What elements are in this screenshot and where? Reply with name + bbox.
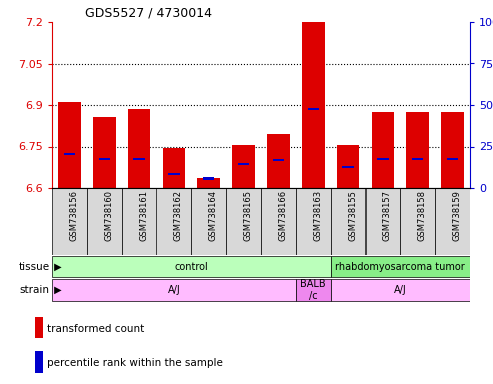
- Bar: [52, 188, 87, 255]
- Bar: [134, 157, 145, 160]
- Text: BALB
/c: BALB /c: [300, 279, 326, 301]
- Bar: [35, 317, 43, 338]
- Text: tissue: tissue: [18, 262, 49, 271]
- Text: GSM738165: GSM738165: [244, 190, 252, 241]
- Text: percentile rank within the sample: percentile rank within the sample: [47, 359, 223, 369]
- Text: GSM738160: GSM738160: [104, 190, 113, 241]
- Bar: [203, 177, 214, 180]
- Text: GSM738155: GSM738155: [348, 190, 357, 241]
- Bar: [168, 172, 179, 175]
- Bar: [441, 112, 464, 188]
- Bar: [99, 157, 110, 160]
- Text: GSM738158: GSM738158: [418, 190, 427, 241]
- Text: A/J: A/J: [168, 285, 180, 295]
- Bar: [337, 145, 359, 188]
- Bar: [435, 188, 470, 255]
- Text: GSM738163: GSM738163: [313, 190, 322, 241]
- Bar: [52, 279, 296, 301]
- Bar: [447, 157, 458, 160]
- Bar: [331, 256, 470, 277]
- Bar: [331, 188, 365, 255]
- Bar: [406, 112, 429, 188]
- Bar: [267, 134, 290, 188]
- Bar: [308, 108, 319, 110]
- Bar: [412, 157, 423, 160]
- Bar: [377, 157, 388, 160]
- Text: GSM738166: GSM738166: [279, 190, 287, 241]
- Bar: [163, 148, 185, 188]
- Text: strain: strain: [20, 285, 49, 295]
- Text: GSM738157: GSM738157: [383, 190, 392, 241]
- Text: GDS5527 / 4730014: GDS5527 / 4730014: [85, 7, 212, 20]
- Bar: [128, 109, 150, 188]
- Bar: [52, 256, 331, 277]
- Bar: [58, 102, 81, 188]
- Bar: [302, 22, 324, 188]
- Bar: [64, 152, 75, 155]
- Bar: [296, 279, 331, 301]
- Bar: [87, 188, 122, 255]
- Bar: [232, 145, 255, 188]
- Bar: [273, 159, 284, 161]
- Text: control: control: [175, 262, 208, 271]
- Text: GSM738162: GSM738162: [174, 190, 183, 241]
- Bar: [238, 162, 249, 165]
- Bar: [296, 188, 331, 255]
- Bar: [331, 279, 470, 301]
- Text: GSM738159: GSM738159: [453, 190, 461, 241]
- Bar: [156, 188, 191, 255]
- Text: transformed count: transformed count: [47, 324, 144, 334]
- Bar: [35, 351, 43, 372]
- Text: GSM738161: GSM738161: [139, 190, 148, 241]
- Bar: [122, 188, 156, 255]
- Text: GSM738156: GSM738156: [70, 190, 78, 241]
- Bar: [197, 178, 220, 188]
- Bar: [400, 188, 435, 255]
- Bar: [261, 188, 296, 255]
- Bar: [93, 118, 115, 188]
- Bar: [365, 188, 400, 255]
- Text: A/J: A/J: [394, 285, 407, 295]
- Text: GSM738164: GSM738164: [209, 190, 218, 241]
- Bar: [191, 188, 226, 255]
- Text: ▶: ▶: [50, 262, 61, 271]
- Bar: [343, 166, 354, 168]
- Text: rhabdomyosarcoma tumor: rhabdomyosarcoma tumor: [335, 262, 465, 271]
- Text: ▶: ▶: [50, 285, 61, 295]
- Bar: [226, 188, 261, 255]
- Bar: [372, 112, 394, 188]
